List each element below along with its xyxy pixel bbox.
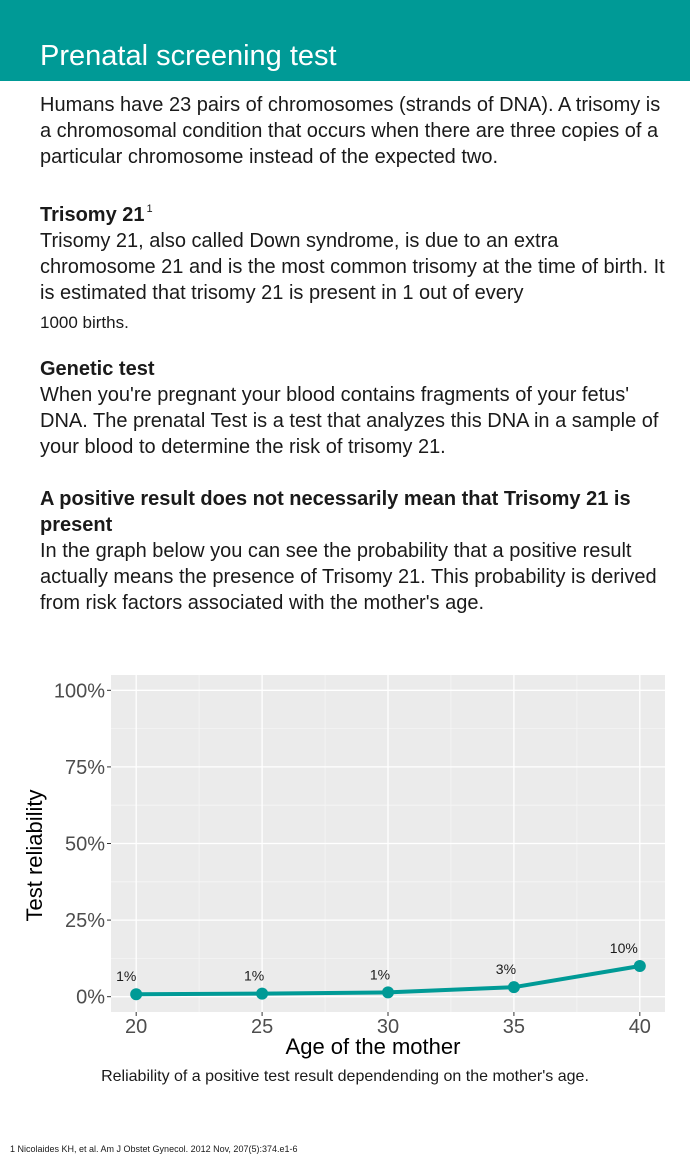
chart-grid-major <box>111 675 665 1012</box>
x-axis-title: Age of the mother <box>286 1034 461 1059</box>
x-tick-label: 25 <box>251 1016 273 1038</box>
page-header: Prenatal screening test <box>0 0 690 81</box>
positive-result-heading: A positive result does not necessarily m… <box>40 488 631 536</box>
positive-result-paragraph: In the graph below you can see the proba… <box>40 540 657 614</box>
trisomy-paragraph: Trisomy 21, also called Down syndrome, i… <box>40 230 665 304</box>
page-title: Prenatal screening test <box>40 40 337 72</box>
data-point <box>507 981 520 994</box>
x-axis: 20 25 30 35 40 <box>125 1012 651 1038</box>
data-point <box>382 986 394 999</box>
x-tick-label: 20 <box>125 1016 147 1038</box>
x-tick-label: 35 <box>503 1016 525 1038</box>
y-tick-label: 75% <box>65 757 105 779</box>
trisomy-heading-text: Trisomy 21 <box>40 204 145 226</box>
data-point <box>633 960 646 973</box>
data-label: 1% <box>244 968 264 984</box>
data-point <box>130 988 143 1001</box>
genetic-test-paragraph: When you're pregnant your blood contains… <box>40 384 659 458</box>
footnote: 1 Nicolaides KH, et al. Am J Obstet Gyne… <box>10 1144 298 1154</box>
data-label: 1% <box>370 966 390 982</box>
data-points <box>130 960 646 1001</box>
genetic-test-heading: Genetic test <box>40 358 155 380</box>
x-tick-label: 40 <box>629 1016 651 1038</box>
y-axis-title: Test reliability <box>22 789 47 921</box>
article-body: Humans have 23 pairs of chromosomes (str… <box>40 92 665 616</box>
intro-paragraph: Humans have 23 pairs of chromosomes (str… <box>40 94 661 168</box>
data-label: 3% <box>496 961 516 977</box>
trisomy-heading: Trisomy 21 1 <box>40 196 665 228</box>
y-tick-label: 25% <box>65 910 105 932</box>
data-label: 1% <box>116 968 136 984</box>
y-axis: 0% 25% 50% 75% 100% <box>54 680 111 1009</box>
y-tick-label: 50% <box>65 834 105 856</box>
chart-caption: Reliability of a positive test result de… <box>101 1068 589 1085</box>
data-labels: 1% 1% 1% 3% 10% <box>116 940 638 984</box>
data-label: 10% <box>610 940 638 956</box>
y-tick-label: 100% <box>54 680 105 702</box>
y-tick-label: 0% <box>76 987 105 1009</box>
data-point <box>256 987 269 1000</box>
trisomy-paragraph-tail: 1000 births. <box>40 313 129 332</box>
x-tick-label: 30 <box>377 1016 399 1038</box>
reliability-chart: 0% 25% 50% 75% 100% 20 25 30 35 40 1% 1% 1% 3% 10% A… <box>22 675 665 1059</box>
footnote-marker: 1 <box>146 203 153 215</box>
